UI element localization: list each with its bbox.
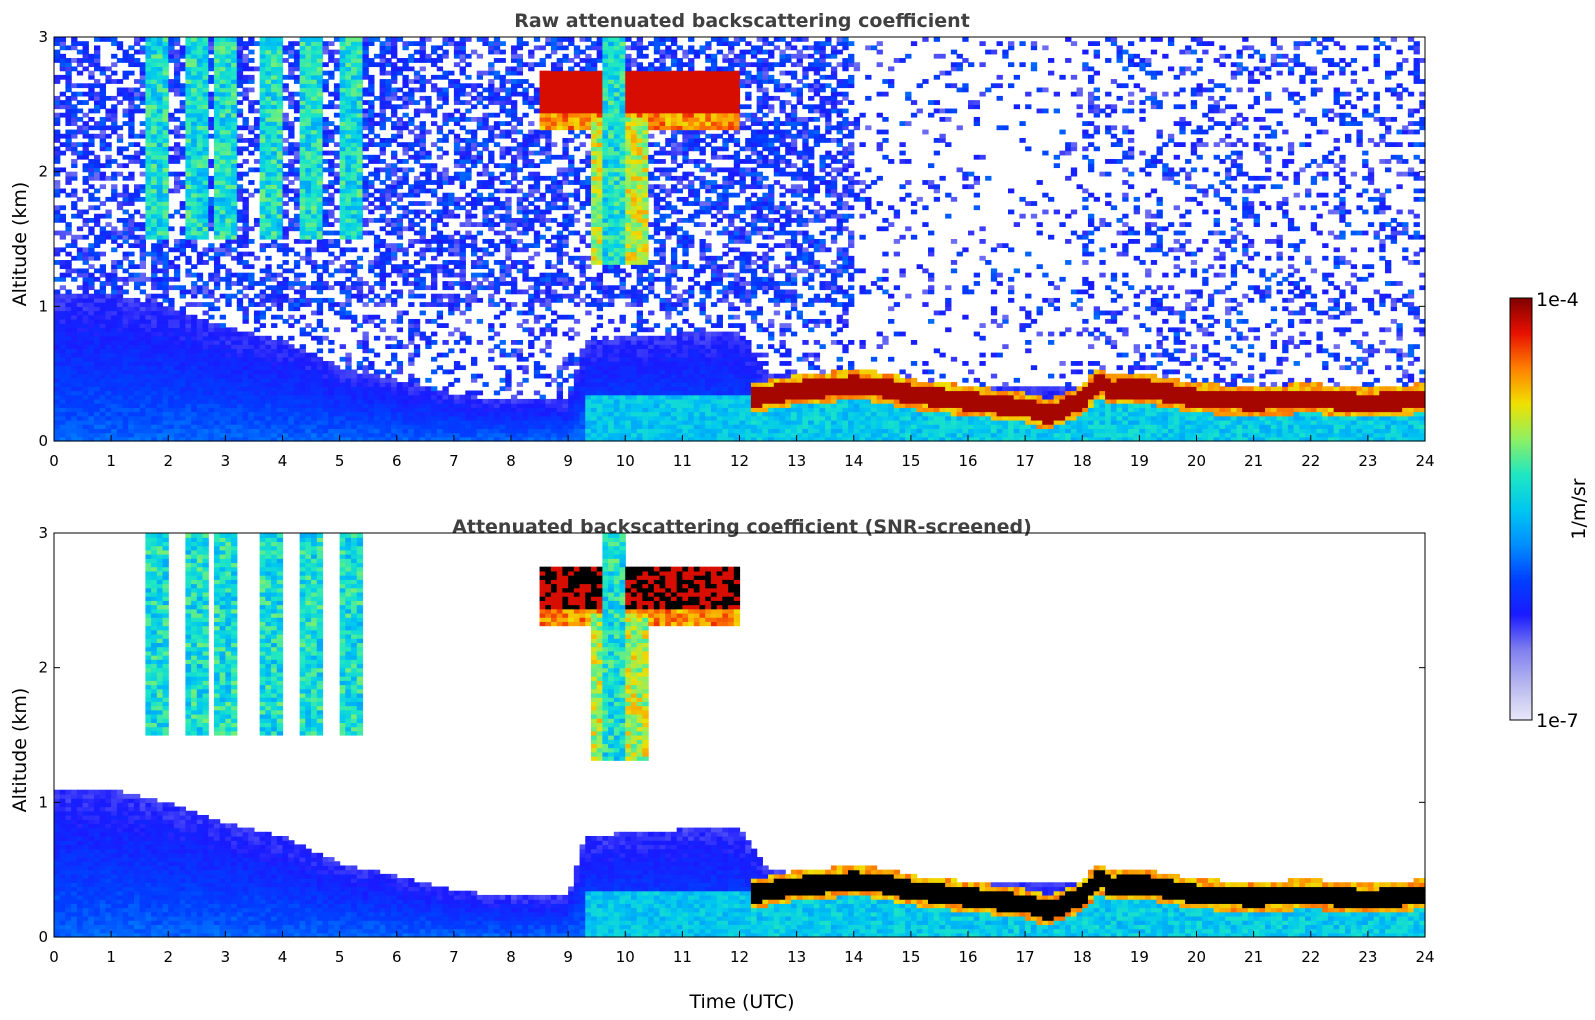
y-axis-label-screened: Altitude (km): [9, 688, 31, 813]
x-tick-label: 8: [506, 948, 516, 966]
x-tick-label: 15: [901, 452, 920, 470]
x-tick-label: 11: [673, 452, 692, 470]
x-tick-label: 18: [1073, 452, 1092, 470]
heatmap-cells: [54, 37, 1426, 442]
y-tick-label: 2: [38, 659, 48, 677]
colorbar-max-label: 1e-4: [1536, 289, 1579, 311]
x-tick-label: 6: [392, 452, 402, 470]
x-tick-label: 11: [673, 948, 692, 966]
x-tick-label: 20: [1187, 948, 1206, 966]
plot-area-raw: [53, 36, 1426, 442]
x-tick-label: 5: [335, 948, 345, 966]
x-tick-label: 5: [335, 452, 345, 470]
y-axis-raw: 0 1 2 3: [38, 28, 1425, 450]
x-tick-label: 14: [844, 452, 863, 470]
x-tick-label: 9: [563, 948, 573, 966]
x-tick-label: 3: [221, 452, 231, 470]
panel-screened: Attenuated backscattering coefficient (S…: [9, 516, 1435, 1013]
x-tick-label: 4: [278, 948, 288, 966]
x-tick-label: 21: [1244, 452, 1263, 470]
y-tick-label: 0: [38, 432, 48, 450]
x-tick-label: 14: [844, 948, 863, 966]
x-tick-label: 8: [506, 452, 516, 470]
panel-title-screened: Attenuated backscattering coefficient (S…: [452, 516, 1032, 538]
x-tick-label: 15: [901, 948, 920, 966]
x-tick-label: 23: [1358, 948, 1377, 966]
colorbar-gradient: [1509, 297, 1533, 721]
x-tick-label: 22: [1301, 452, 1320, 470]
y-tick-label: 1: [38, 297, 48, 315]
x-tick-label: 9: [563, 452, 573, 470]
x-axis-screened: 0 1 2 3 4 5 6 7 8 9 10 11 12 13 14 15 16 17 18 19 20 21 22 23 24: [49, 931, 1435, 966]
x-tick-label: 23: [1358, 452, 1377, 470]
x-tick-label: 1: [106, 948, 116, 966]
x-tick-label: 12: [730, 948, 749, 966]
x-tick-label: 10: [616, 452, 635, 470]
x-tick-label: 20: [1187, 452, 1206, 470]
x-tick-label: 7: [449, 948, 459, 966]
x-tick-label: 0: [49, 452, 59, 470]
x-tick-label: 7: [449, 452, 459, 470]
y-tick-label: 3: [38, 28, 48, 46]
x-tick-label: 13: [787, 452, 806, 470]
x-tick-label: 17: [1016, 452, 1035, 470]
x-tick-label: 19: [1130, 948, 1149, 966]
x-tick-label: 6: [392, 948, 402, 966]
x-tick-label: 0: [49, 948, 59, 966]
x-tick-label: 17: [1016, 948, 1035, 966]
x-tick-label: 21: [1244, 948, 1263, 966]
y-tick-label: 3: [38, 524, 48, 542]
colorbar: 1e-4 1e-7 1/m/sr: [1509, 289, 1590, 732]
x-tick-label: 18: [1073, 948, 1092, 966]
x-tick-label: 19: [1130, 452, 1149, 470]
x-tick-label: 4: [278, 452, 288, 470]
x-tick-label: 13: [787, 948, 806, 966]
colorbar-unit-label: 1/m/sr: [1568, 478, 1590, 539]
plot-area-screened: [53, 532, 1426, 938]
x-tick-label: 22: [1301, 948, 1320, 966]
x-tick-label: 24: [1415, 452, 1434, 470]
x-tick-label: 24: [1415, 948, 1434, 966]
x-tick-label: 2: [163, 452, 173, 470]
x-tick-label: 10: [616, 948, 635, 966]
y-tick-label: 2: [38, 163, 48, 181]
y-axis-screened: 0 1 2 3: [38, 524, 1425, 946]
y-tick-label: 1: [38, 793, 48, 811]
x-tick-label: 16: [958, 948, 977, 966]
y-axis-label-raw: Altitude (km): [9, 182, 31, 307]
x-tick-label: 16: [958, 452, 977, 470]
x-tick-label: 12: [730, 452, 749, 470]
x-tick-label: 1: [106, 452, 116, 470]
x-tick-label: 2: [163, 948, 173, 966]
heatmap-cells: [54, 533, 1426, 938]
y-tick-label: 0: [38, 928, 48, 946]
x-axis-label: Time (UTC): [688, 991, 794, 1013]
panel-title-raw: Raw attenuated backscattering coefficien…: [514, 10, 970, 32]
x-tick-label: 3: [221, 948, 231, 966]
x-axis-raw: 0 1 2 3 4 5 6 7 8 9 10 11 12 13 14 15 16 17 18 19 20 21 22 23 24: [49, 435, 1435, 470]
colorbar-min-label: 1e-7: [1536, 710, 1579, 732]
panel-raw: Raw attenuated backscattering coefficien…: [9, 10, 1435, 470]
